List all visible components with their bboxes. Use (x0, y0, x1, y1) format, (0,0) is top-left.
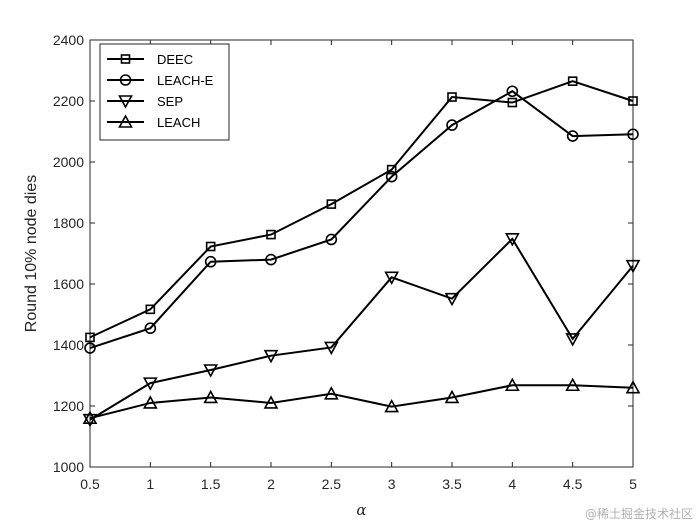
series-line-sep (89, 237, 634, 421)
legend-label-deec: DEEC (157, 52, 193, 67)
data-point-sep (263, 349, 279, 364)
data-point-leach (625, 380, 641, 394)
series-line-deec (89, 80, 634, 339)
data-point-deec (266, 229, 276, 240)
data-point-deec (386, 164, 397, 175)
data-point-leach-e (144, 322, 157, 335)
data-point-leach-e (265, 253, 277, 266)
y-tick-label: 2000 (53, 154, 84, 170)
data-point-leach-e (84, 342, 96, 354)
data-point-leach (565, 377, 581, 392)
series-line-leach-e (89, 90, 634, 350)
data-point-deec (326, 199, 337, 209)
data-point-leach-e (325, 233, 338, 246)
series-line-leach (89, 384, 634, 420)
series-leach-e (84, 85, 639, 354)
data-point-leach-e (385, 170, 398, 183)
series-sep (82, 233, 641, 428)
data-point-sep (625, 259, 641, 274)
legend-marker-sep (118, 95, 133, 109)
legend-label-leach: LEACH (157, 115, 200, 130)
data-point-leach (142, 395, 158, 409)
data-point-leach-e (506, 85, 519, 98)
x-tick-label: 2.5 (322, 476, 342, 492)
data-point-sep (323, 341, 339, 356)
series-deec (85, 76, 638, 343)
y-tick-label: 1600 (53, 276, 84, 292)
y-axis-label: Round 10% node dies (23, 175, 40, 332)
data-point-leach (263, 395, 279, 409)
x-tick-label: 2 (267, 476, 275, 492)
legend: DEEC LEACH-E SEP LEACH (99, 43, 230, 141)
data-point-deec (205, 241, 216, 252)
data-point-deec (145, 304, 156, 315)
data-point-sep (82, 413, 98, 428)
x-tick-label: 4.5 (563, 476, 583, 492)
y-tick-label: 1400 (53, 337, 84, 353)
data-point-deec (507, 97, 518, 108)
data-point-deec (447, 92, 457, 102)
data-point-sep (384, 271, 400, 285)
data-point-deec (567, 76, 578, 86)
legend-label-sep: SEP (157, 94, 183, 109)
legend-marker-deec (120, 54, 131, 64)
legend-marker-leach-e (119, 74, 132, 86)
x-tick-label: 1.5 (201, 476, 221, 492)
x-tick-label: 0.5 (80, 476, 100, 492)
data-point-sep (203, 364, 219, 378)
x-tick-label: 1 (146, 476, 154, 492)
data-point-sep (444, 292, 460, 307)
data-point-leach (203, 389, 219, 404)
data-point-leach-e (204, 255, 217, 268)
data-point-sep (504, 233, 520, 247)
y-tick-label: 2400 (53, 32, 84, 48)
plot-area: 0.5 1 1.5 2 2.5 3 3.5 4 4.5 5 1000 1200 1400 1600 1800… (53, 32, 641, 492)
data-point-leach (444, 389, 460, 404)
data-point-leach (323, 386, 339, 400)
x-tick-label: 5 (629, 476, 637, 492)
data-point-leach-e (627, 128, 639, 141)
x-tick-label: 4 (508, 476, 516, 492)
legend-marker-leach (118, 114, 133, 128)
x-tick-label: 3.5 (442, 476, 462, 492)
data-point-deec (85, 332, 95, 343)
watermark: @稀土掘金技术社区 (585, 506, 693, 521)
y-tick-label: 1000 (53, 459, 84, 475)
data-point-deec (628, 96, 638, 106)
y-tick-label: 2200 (53, 93, 84, 109)
data-point-sep (142, 377, 158, 391)
x-tick-label: 3 (388, 476, 396, 492)
data-point-sep (565, 333, 581, 347)
legend-label-leach-e: LEACH-E (157, 73, 214, 88)
series-leach (82, 377, 641, 425)
axes-box (89, 39, 634, 468)
data-point-leach-e (566, 130, 579, 142)
data-point-leach (504, 377, 520, 392)
data-point-leach-e (446, 119, 458, 131)
y-tick-label: 1800 (53, 215, 84, 231)
data-point-leach (384, 398, 400, 413)
data-point-leach (82, 410, 98, 425)
y-tick-label: 1200 (53, 398, 84, 414)
x-axis-label: α (356, 501, 366, 519)
